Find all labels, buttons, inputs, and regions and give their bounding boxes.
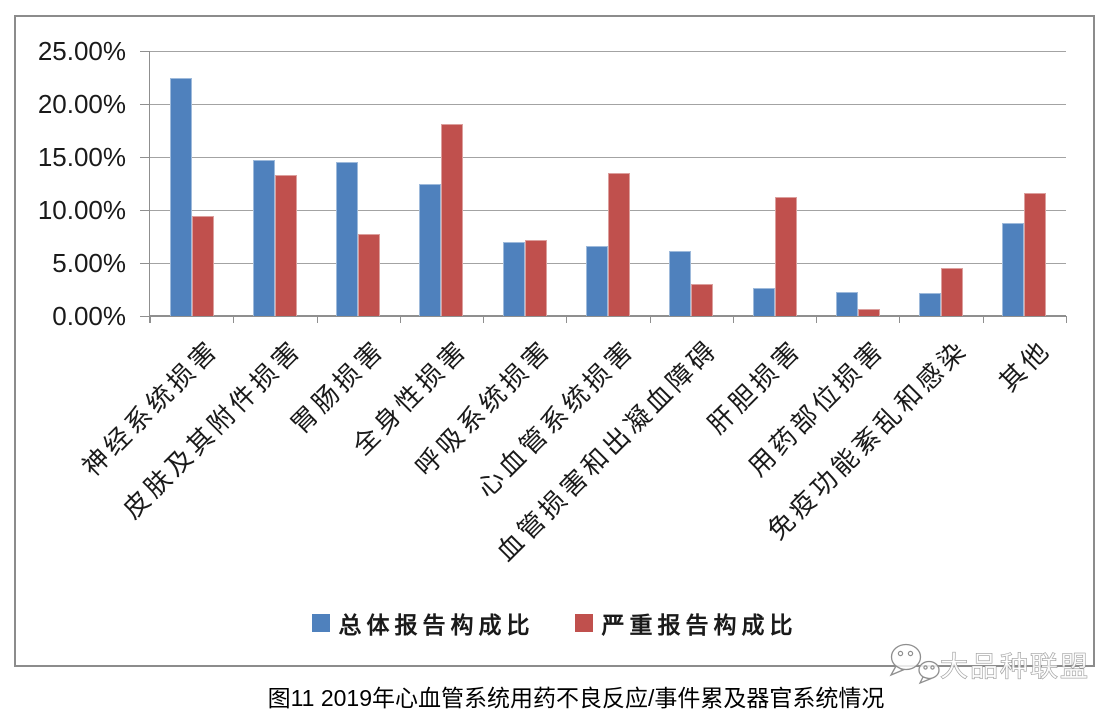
y-axis-tick: [140, 104, 150, 105]
y-axis-tick: [140, 51, 150, 52]
x-axis-tick: [732, 316, 734, 323]
x-axis-tick: [566, 316, 568, 323]
bar-series0-cat10: [1002, 222, 1025, 316]
bar-series1-cat4: [524, 239, 547, 316]
legend-label: 总体报告构成比: [338, 612, 535, 638]
x-axis-tick: [150, 316, 151, 323]
y-axis-tick-label: 5.00%: [52, 248, 126, 278]
y-axis-tick: [140, 157, 150, 158]
bar-series1-cat10: [1024, 193, 1047, 316]
x-axis-line: [150, 315, 1066, 317]
bar-series1-cat5: [608, 172, 630, 316]
x-axis-tick: [483, 316, 485, 323]
figure-caption: 图11 2019年心血管系统用药不良反应/事件累及器官系统情况: [267, 685, 885, 711]
y-axis-tick-label: 25.00%: [37, 36, 126, 66]
y-axis-tick-label: 15.00%: [37, 142, 126, 172]
x-axis-tick: [649, 316, 651, 323]
x-axis-tick: [1066, 316, 1067, 323]
x-axis-tick: [233, 316, 235, 323]
y-axis-tick: [140, 316, 150, 317]
bar-series0-cat7: [752, 288, 775, 316]
bar-series0-cat9: [919, 292, 942, 316]
bar-series1-cat2: [358, 234, 381, 316]
gridline: [150, 51, 1066, 52]
bar-series0-cat3: [419, 183, 442, 316]
x-axis-tick: [399, 316, 401, 323]
bar-series1-cat7: [774, 197, 797, 316]
bar-series1-cat6: [691, 284, 714, 316]
x-axis-tick: [982, 316, 984, 323]
legend-swatch-icon: [311, 614, 330, 632]
bar-series0-cat6: [669, 251, 692, 316]
y-axis-line: [149, 51, 150, 323]
watermark: 大品种联盟: [889, 643, 1090, 685]
chart-legend: 总体报告构成比 严重报告构成比: [16, 606, 1093, 640]
legend-swatch-icon: [574, 614, 593, 632]
legend-item-series1: 严重报告构成比: [574, 606, 798, 640]
bar-series1-cat3: [441, 124, 464, 316]
x-axis-tick: [316, 316, 318, 323]
gridline: [150, 104, 1066, 105]
bar-series1-cat0: [191, 216, 214, 316]
watermark-text: 大品种联盟: [940, 651, 1090, 682]
x-axis-tick: [816, 316, 818, 323]
bar-series0-cat4: [502, 241, 525, 316]
bar-series0-cat8: [835, 291, 858, 316]
legend-label: 严重报告构成比: [601, 612, 798, 638]
y-axis-tick-label: 10.00%: [37, 195, 126, 225]
plot-area: [140, 51, 1067, 323]
x-axis-tick: [899, 316, 901, 323]
bar-series0-cat1: [252, 160, 275, 316]
bar-series1-cat1: [274, 175, 297, 316]
bubble-eyes: [897, 650, 935, 670]
y-axis-tick-label: 0.00%: [52, 301, 126, 331]
bar-series0-cat5: [586, 246, 608, 316]
y-axis-tick-label: 20.00%: [37, 89, 126, 119]
bar-series1-cat8: [857, 308, 880, 316]
bar-series1-cat9: [941, 268, 964, 316]
y-axis-tick: [140, 263, 150, 264]
bar-series0-cat2: [336, 162, 359, 316]
chart-frame: [14, 15, 1095, 667]
y-axis-tick: [140, 210, 150, 211]
chat-bubbles-icon: [889, 643, 940, 685]
gridline: [150, 157, 1066, 158]
bar-series0-cat0: [169, 77, 192, 316]
legend-item-series0: 总体报告构成比: [311, 606, 535, 640]
